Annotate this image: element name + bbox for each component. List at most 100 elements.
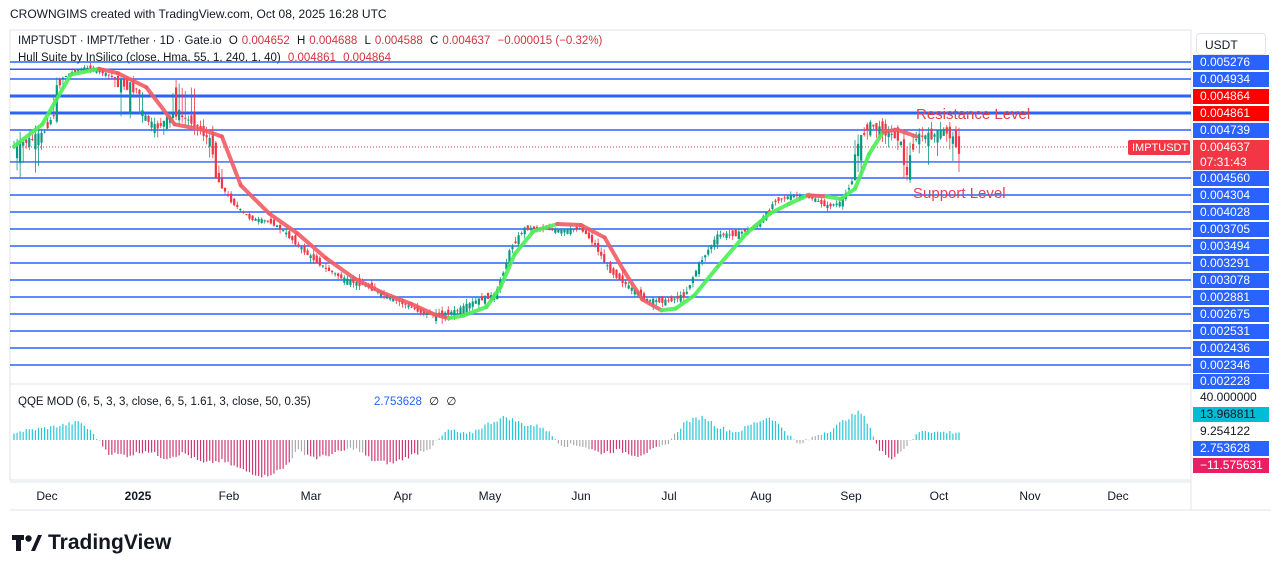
qqe-histogram-bar (343, 440, 345, 451)
qqe-histogram-bar (640, 440, 642, 456)
candle-body (184, 117, 187, 119)
qqe-histogram-bar (420, 440, 422, 451)
qqe-histogram-bar (625, 440, 627, 453)
qqe-histogram-bar (264, 440, 266, 475)
price-axis-label: 0.003494 (1200, 239, 1250, 253)
qqe-histogram-bar (141, 440, 144, 454)
hull-band-segment (744, 211, 772, 236)
symbol-title[interactable]: IMPTUSDT · IMPT/Tether · 1D · Gate.io (18, 35, 222, 47)
hull-band-segment (97, 66, 120, 76)
qqe-histogram-bar (557, 440, 559, 444)
time-axis-label: Aug (750, 489, 771, 503)
candle-body (340, 274, 343, 279)
qqe-histogram-bar (316, 440, 318, 460)
hull-band-segment (659, 306, 678, 313)
qqe-histogram-bar (261, 440, 263, 478)
qqe-histogram-bar (233, 440, 235, 466)
qqe-histogram-bar (126, 440, 128, 458)
qqe-histogram-bar (472, 433, 474, 440)
qqe-histogram-bar (527, 425, 529, 440)
qqe-histogram-bar (337, 440, 339, 451)
qqe-histogram-bar (206, 440, 208, 462)
qqe-histogram-bar (218, 440, 220, 463)
qqe-histogram-bar (273, 440, 275, 474)
candle-body (899, 141, 902, 146)
currency-selector[interactable]: USDT (1196, 33, 1266, 55)
candle-body (101, 70, 104, 74)
candle-body (575, 226, 578, 230)
qqe-histogram-bar (105, 440, 107, 450)
tradingview-logo[interactable]: TradingView (12, 531, 171, 555)
qqe-histogram-bar (212, 440, 214, 464)
qqe-histogram-bar (744, 426, 746, 440)
qqe-histogram-bar (940, 432, 942, 440)
qqe-histogram-bar (842, 420, 844, 440)
qqe-histogram-bar (707, 421, 709, 440)
hull-band-segment (838, 186, 858, 201)
qqe-histogram-bar (588, 440, 590, 450)
qqe-histogram-bar (829, 431, 832, 440)
candle-body (321, 265, 324, 267)
candle-body (673, 298, 676, 300)
qqe-histogram-bar (157, 440, 159, 456)
qqe-histogram-bar (22, 431, 24, 440)
candle-body (107, 74, 110, 76)
qqe-histogram-bar (799, 440, 801, 444)
candle-body (156, 123, 159, 129)
price-axis-badge (1193, 341, 1269, 356)
qqe-histogram-bar (395, 440, 397, 462)
candle-body (523, 227, 526, 235)
candle-body (697, 262, 701, 275)
qqe-histogram-bar (508, 420, 511, 440)
qqe-histogram-bar (383, 440, 385, 461)
candle-body (860, 134, 863, 161)
price-axis-label: 0.002881 (1200, 290, 1250, 304)
hull-band-segment (895, 127, 919, 139)
hull-band-segment (512, 229, 536, 256)
qqe-histogram-bar (481, 428, 483, 440)
qqe-histogram-bar (438, 438, 440, 440)
hull-band-segment (144, 85, 177, 127)
candle-body (893, 127, 896, 139)
hull-band-segment (484, 284, 503, 309)
candle-body (508, 250, 511, 266)
qqe-value: 2.753628 (373, 396, 422, 408)
candle-body (278, 224, 282, 229)
qqe-histogram-bar (609, 440, 611, 454)
price-axis-badge (1193, 123, 1269, 138)
chart-header: CROWNGIMS created with TradingView.com, … (10, 7, 387, 21)
price-axis-badge (1193, 188, 1269, 203)
candle-body (226, 194, 230, 196)
qqe-histogram-bar (514, 421, 517, 440)
qqe-legend[interactable]: QQE MOD (6, 5, 3, 3, close, 6, 5, 1.61, … (18, 394, 460, 408)
candle-body (502, 272, 505, 276)
candle-body (34, 134, 37, 150)
price-axis-label: 0.004864 (1200, 89, 1250, 103)
hull-legend[interactable]: Hull Suite by InSilico (close, Hma, 55, … (18, 52, 395, 64)
candle-body (119, 79, 123, 93)
hull-band-segment (446, 313, 465, 321)
qqe-histogram-bar (741, 430, 743, 440)
qqe-histogram-bar (478, 429, 480, 440)
qqe-histogram-bar (120, 440, 122, 454)
candle-body (275, 225, 279, 228)
ohlc-high: 0.004688 (309, 35, 358, 47)
candle-body (58, 78, 61, 86)
candle-body (407, 305, 410, 308)
qqe-histogram-bar (722, 426, 725, 440)
qqe-histogram-bar (664, 440, 667, 445)
candle-body (795, 195, 799, 197)
candle-body (902, 139, 906, 165)
candle-body (15, 143, 19, 159)
candle-body (777, 197, 780, 201)
qqe-histogram-bar (502, 416, 504, 440)
candle-body (835, 203, 838, 206)
hull-band-segment (267, 211, 300, 236)
candle-body (294, 235, 297, 245)
qqe-histogram-bar (62, 423, 64, 440)
price-axis-badge (1193, 374, 1269, 389)
qqe-histogram-bar (930, 432, 933, 440)
candle-body (196, 124, 199, 127)
price-axis-label: 0.002436 (1200, 341, 1250, 355)
